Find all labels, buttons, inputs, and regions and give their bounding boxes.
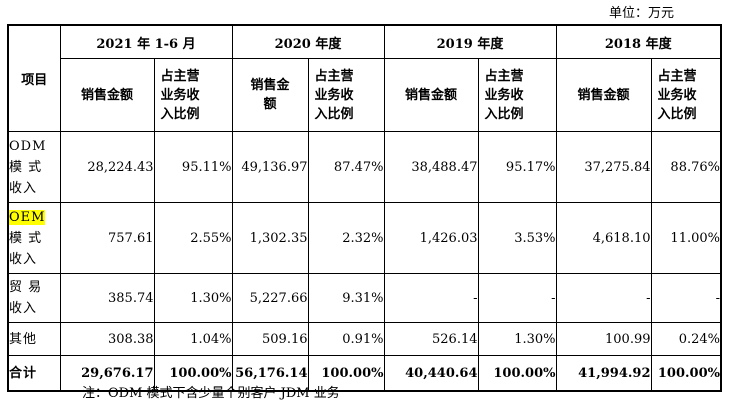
cell-value: 100.00% [477, 355, 557, 392]
cell-value: 88.76% [650, 131, 722, 203]
table-row-oem: OEM 模 式收入 757.61 2.55% 1,302.35 2.32% 1,4… [7, 202, 722, 274]
cell-value: 87.47% [307, 131, 385, 203]
cell-value: 38,488.47 [383, 131, 479, 203]
header-sales-2021h1: 销售金额 [59, 58, 155, 132]
cell-value: 29,676.17 [59, 355, 155, 392]
row-label-oem: OEM 模 式收入 [7, 202, 61, 274]
cell-value: 11.00% [650, 202, 722, 274]
header-year-2019: 2019 年度 [383, 24, 557, 59]
header-year-2018: 2018 年度 [555, 24, 722, 59]
table-row-trade: 贸 易收入 385.74 1.30% 5,227.66 9.31% - - - … [7, 273, 722, 323]
footnote: 注：ODM 模式下含少量个别客户 JDM 业务 [82, 386, 340, 401]
cell-value: 37,275.84 [555, 131, 652, 203]
table-row-total: 合计 29,676.17 100.00% 56,176.14 100.00% 4… [7, 355, 722, 392]
sales-table: 项目 2021 年 1-6 月 2020 年度 2019 年度 2018 年度 … [7, 24, 722, 392]
header-ratio-2018: 占主营 业务收 入比例 [650, 58, 722, 132]
cell-value: 9.31% [307, 273, 385, 323]
highlighted-text: OEM [9, 209, 46, 225]
header-ratio-2021h1: 占主营 业务收 入比例 [153, 58, 233, 132]
cell-value: 509.16 [231, 322, 309, 356]
row-label-total: 合计 [7, 355, 61, 392]
unit-label: 单位：万元 [608, 6, 674, 21]
cell-value: 56,176.14 [231, 355, 309, 392]
header-row-years: 项目 2021 年 1-6 月 2020 年度 2019 年度 2018 年度 [7, 24, 722, 132]
row-label-other: 其他 [7, 322, 61, 356]
cell-value: 0.91% [307, 322, 385, 356]
row-label-odm: ODM 模 式收入 [7, 131, 61, 203]
header-item: 项目 [7, 24, 61, 132]
cell-value: 0.24% [650, 322, 722, 356]
cell-value: 2.32% [307, 202, 385, 274]
cell-value: 40,440.64 [383, 355, 479, 392]
cell-value: 3.53% [477, 202, 557, 274]
cell-value: 308.38 [59, 322, 155, 356]
row-label-trade: 贸 易收入 [7, 273, 61, 323]
header-ratio-2019: 占主营 业务收 入比例 [477, 58, 557, 132]
table-row-odm: ODM 模 式收入 28,224.43 95.11% 49,136.97 87.4… [7, 131, 722, 203]
cell-value: 757.61 [59, 202, 155, 274]
cell-value: 1.30% [153, 273, 233, 323]
cell-value: 5,227.66 [231, 273, 309, 323]
cell-value: 100.00% [307, 355, 385, 392]
header-year-2020: 2020 年度 [231, 24, 385, 59]
cell-value: 2.55% [153, 202, 233, 274]
cell-value: 95.11% [153, 131, 233, 203]
cell-value: 1,302.35 [231, 202, 309, 274]
header-sales-2018: 销售金额 [555, 58, 652, 132]
header-row-metrics: 销售金额 占主营 业务收 入比例 销售金额 占主营 业务收 入比例 销售金额 占主营 业务… [8, 58, 722, 132]
cell-value: 1,426.03 [383, 202, 479, 274]
cell-value: 28,224.43 [59, 131, 155, 203]
cell-value: 4,618.10 [555, 202, 652, 274]
cell-value: 1.30% [477, 322, 557, 356]
cell-value: 49,136.97 [231, 131, 309, 203]
header-sales-2020: 销售金额 [231, 58, 309, 132]
cell-value: 41,994.92 [555, 355, 652, 392]
cell-value: 100.00% [153, 355, 233, 392]
cell-value: - [477, 273, 557, 323]
header-year-2021h1: 2021 年 1-6 月 [59, 24, 233, 59]
cell-value: 100.99 [555, 322, 652, 356]
cell-value: - [555, 273, 652, 323]
cell-value: - [383, 273, 479, 323]
header-ratio-2020: 占主营 业务收 入比例 [307, 58, 385, 132]
header-sales-2019: 销售金额 [383, 58, 479, 132]
cell-value: 100.00% [650, 355, 722, 392]
table-row-other: 其他 308.38 1.04% 509.16 0.91% 526.14 1.30… [7, 322, 722, 356]
cell-value: 385.74 [59, 273, 155, 323]
cell-value: 95.17% [477, 131, 557, 203]
cell-value: 526.14 [383, 322, 479, 356]
cell-value: 1.04% [153, 322, 233, 356]
cell-value: - [650, 273, 722, 323]
